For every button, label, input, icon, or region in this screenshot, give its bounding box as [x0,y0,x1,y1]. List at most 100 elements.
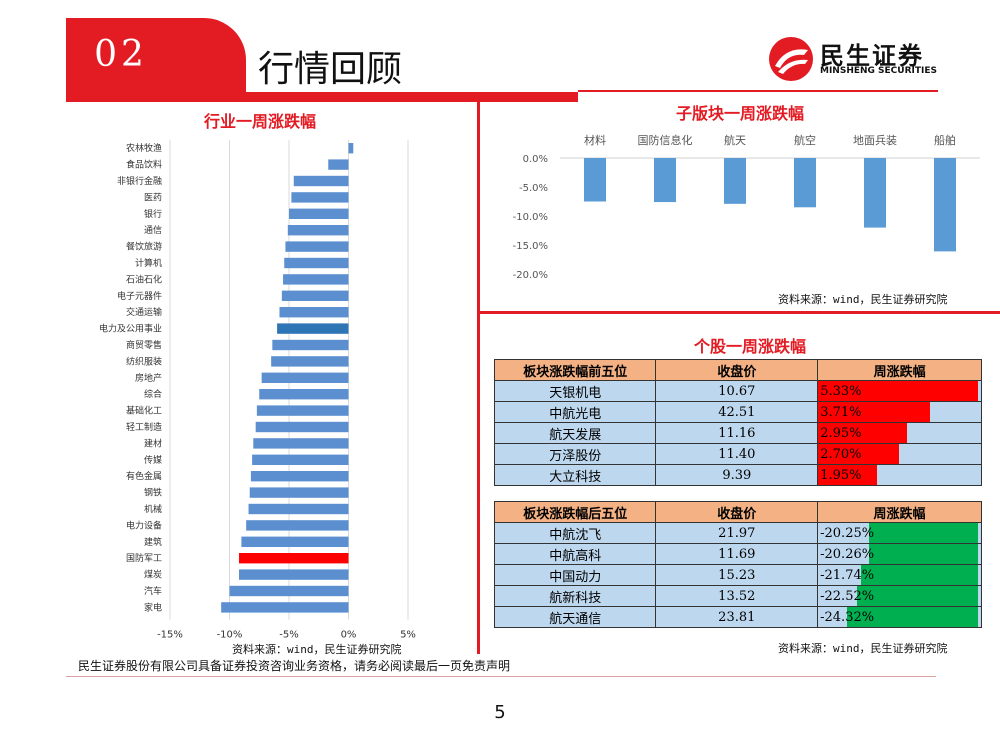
category-label: 机械 [144,503,162,515]
weekly-change: -20.25% [817,522,982,544]
bar-计算机 [284,257,349,269]
category-label: 国防军工 [126,552,162,564]
category-label: 商贸零售 [126,339,162,351]
page-number: 5 [494,702,506,723]
source-industry: 资料来源：wind，民生证券研究院 [232,643,402,656]
change-text: 2.70% [820,446,862,462]
y-tick-label: -15.0% [513,241,548,252]
bar-钢铁 [249,487,349,498]
section-number: 02 [94,34,148,75]
category-label: 地面兵装 [853,134,897,147]
category-label: 建材 [144,437,162,449]
category-label: 综合 [144,388,162,400]
bar-房地产 [261,372,349,383]
stock-name: 大立科技 [493,464,657,486]
close-price: 13.52 [655,585,819,607]
bar-家电 [221,602,349,613]
category-label: 轻工制造 [126,421,162,433]
logo-cn: 民生证券 [820,42,924,70]
category-label: 有色金属 [126,470,162,482]
table-row: 万泽股份 11.40 2.70% [493,443,982,465]
col-header: 收盘价 [655,359,819,381]
category-label: 石油石化 [126,273,162,285]
change-bar [860,565,979,585]
y-tick-label: -10.0% [513,212,548,223]
change-text: 1.95% [820,467,862,483]
weekly-change: 1.95% [817,464,982,486]
category-label: 电子元器件 [117,290,162,302]
stock-name: 航新科技 [493,585,657,607]
weekly-change: 2.95% [817,422,982,444]
logo-mark-icon [769,37,813,81]
bar-航天 [724,158,746,204]
category-label: 房地产 [135,372,162,384]
footer-rule [66,676,936,677]
close-price: 10.67 [655,380,819,402]
bar-非银行金融 [293,175,349,187]
bar-建筑 [241,536,349,547]
col-header: 周涨跌幅 [817,359,982,381]
horizontal-divider [480,311,1000,314]
category-label: 银行 [144,208,162,220]
source-subsector: 资料来源：wind，民生证券研究院 [778,293,948,306]
category-label: 医药 [144,192,162,203]
header-rule-thin [578,90,938,92]
change-text: 2.95% [820,425,862,441]
close-price: 23.81 [655,606,819,628]
change-text: -20.26% [820,546,875,562]
stock-name: 中国动力 [493,564,657,586]
change-bar [846,607,979,627]
section-block [66,18,246,102]
bar-食品饮料 [328,159,349,170]
col-header: 板块涨跌幅前五位 [493,359,657,381]
category-label: 航天 [724,133,746,147]
bar-地面兵装 [864,158,886,228]
change-bar [818,444,900,464]
bar-国防军工 [239,553,349,564]
stock-name: 万泽股份 [493,443,657,465]
x-tick-label: -10% [217,630,243,640]
weekly-change: -20.26% [817,543,982,565]
category-label: 家电 [144,601,162,613]
bar-餐饮旅游 [285,241,349,252]
y-tick-label: -5.0% [519,183,548,194]
close-price: 11.40 [655,443,819,465]
category-label: 纺织服装 [126,355,162,367]
table-row: 大立科技 9.39 1.95% [493,464,982,486]
chart-title-subsector: 子版块一周涨跌幅 [675,104,804,123]
table-row: 航天发展 11.16 2.95% [493,422,982,444]
bar-电力设备 [246,520,349,531]
weekly-change: -24.32% [817,606,982,628]
bar-通信 [287,225,349,236]
category-label: 钢铁 [144,487,162,499]
weekly-change: 5.33% [817,380,982,402]
table-row: 天银机电 10.67 5.33% [493,380,982,402]
vertical-divider [477,102,480,654]
footer-disclaimer: 民生证券股份有限公司具备证券投资咨询业务资格，请务必阅读最后一页免责声明 [78,659,511,673]
weekly-change: 2.70% [817,443,982,465]
change-text: 3.71% [820,404,862,420]
change-text: -22.52% [820,588,875,604]
y-tick-label: -20.0% [513,270,548,281]
bar-煤炭 [239,569,349,580]
source-stocks: 资料来源：wind，民生证券研究院 [778,642,948,655]
bar-农林牧渔 [348,143,354,154]
bottom5-table: 板块涨跌幅后五位 收盘价 周涨跌幅 中航沈飞 21.97 -20.25% 中航高科 11… [493,501,982,628]
category-label: 传媒 [144,454,162,466]
top5-table: 板块涨跌幅前五位 收盘价 周涨跌幅 天银机电 10.67 5.33% 中航光电 42.5… [493,359,982,486]
change-text: -20.25% [820,525,875,541]
change-bar [818,381,979,401]
bar-航空 [794,158,816,208]
weekly-change: 3.71% [817,401,982,423]
change-text: -24.32% [820,609,875,625]
close-price: 21.97 [655,522,819,544]
bar-国防信息化 [654,158,676,203]
table-row: 中航光电 42.51 3.71% [493,401,982,423]
category-label: 通信 [144,224,162,236]
table-row: 中国动力 15.23 -21.74% [493,564,982,586]
change-bar [868,544,979,564]
bar-材料 [584,158,606,202]
bar-纺织服装 [271,356,349,367]
close-price: 15.23 [655,564,819,586]
col-header: 板块涨跌幅后五位 [493,501,657,523]
